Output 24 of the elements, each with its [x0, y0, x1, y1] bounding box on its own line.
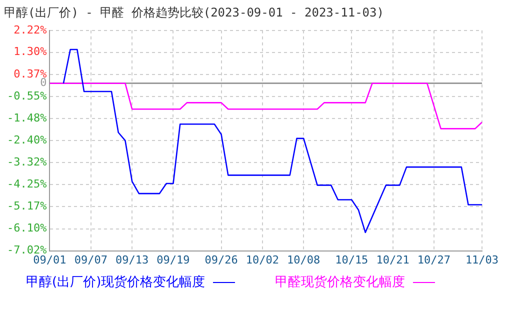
x-tick-label: 10/08: [287, 253, 320, 266]
y-tick-label: -0.55%: [6, 89, 48, 102]
legend-label: 甲醇(出厂价)现货价格变化幅度: [26, 274, 206, 291]
x-tick-label: 09/26: [204, 253, 238, 266]
x-tick-label: 10/21: [376, 253, 410, 266]
y-tick-label: -1.48%: [6, 112, 48, 125]
y-tick-label: -3.32%: [6, 155, 48, 168]
y-tick-label: -6.10%: [6, 222, 48, 235]
y-tick-label: -5.17%: [6, 200, 48, 213]
x-tick-label: 09/01: [33, 253, 66, 266]
y-tick-label: -4.25%: [6, 178, 48, 191]
x-tick-label: 11/03: [465, 253, 499, 266]
x-tick-label: 09/07: [74, 253, 108, 266]
y-tick-label: 2.22%: [14, 23, 48, 36]
x-tick-label: 09/13: [116, 253, 149, 266]
y-tick-label: 1.30%: [14, 45, 48, 58]
chart-title: 甲醇(出厂价) - 甲醛 价格趋势比较(2023-09-01 - 2023-11-03): [4, 5, 384, 20]
y-tick-label: -2.40%: [6, 133, 48, 146]
x-tick-label: 10/02: [246, 253, 279, 266]
legend-label: 甲醛现货价格变化幅度: [275, 274, 406, 291]
x-tick-label: 09/19: [156, 253, 190, 266]
x-tick-label: 10/27: [417, 253, 451, 266]
y-tick-label: 0: [40, 76, 47, 90]
x-tick-label: 10/15: [335, 253, 368, 266]
